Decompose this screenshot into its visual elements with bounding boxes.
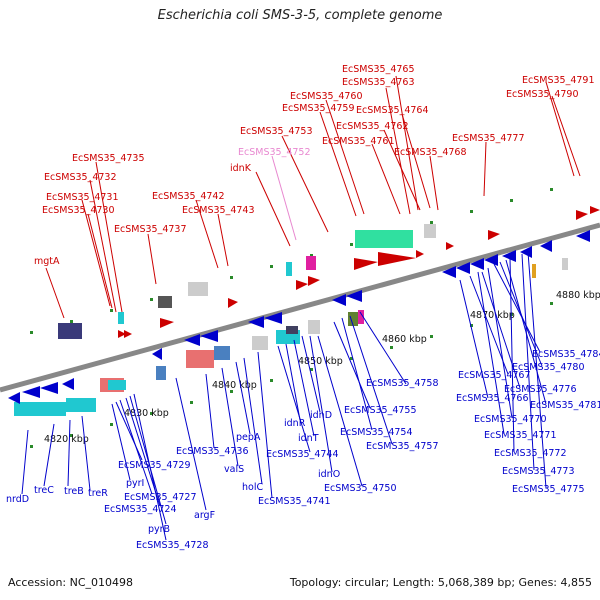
gene-label: idnD (310, 410, 332, 421)
gene-label: treR (88, 488, 108, 499)
gene-label: EcSMS35_4753 (240, 126, 313, 137)
gene-label: EcSMS35_4758 (366, 378, 439, 389)
gene-label: holC (242, 482, 263, 493)
gene-label: EcSMS35_4770 (474, 414, 547, 425)
gene-label: EcSMS35_4762 (336, 121, 409, 132)
gene-label: EcSMS35_4741 (258, 496, 331, 507)
gene-label: EcSMS35_4736 (176, 446, 249, 457)
gene-label: EcSMS35_4724 (104, 504, 177, 515)
accession-text: Accession: NC_010498 (8, 576, 134, 589)
gene-label: EcSMS35_4737 (114, 224, 187, 235)
genome-backbone (0, 222, 600, 393)
gene-label: EcSMS35_4766 (456, 393, 529, 404)
gene-label: EcSMS35_4743 (182, 205, 255, 216)
map-title: Escherichia coli SMS-3-5, complete genom… (157, 8, 443, 23)
leader-lines (21, 75, 581, 541)
gene-label: EcSMS35_4728 (136, 540, 209, 551)
scale-labels: 4820 kbp 4830 kbp 4840 kbp 4850 kbp 4860… (44, 290, 600, 445)
scale-label-4820: 4820 kbp (44, 434, 89, 445)
forward-features (58, 206, 600, 339)
reverse-gene-labels: EcSMS35_4784 EcSMS35_4780 EcSMS35_4758 E… (6, 349, 600, 551)
scale-label-4840: 4840 kbp (212, 380, 257, 391)
gene-label: EcSMS35_4761 (322, 136, 395, 147)
gene-label: EcSMS35_4732 (44, 172, 117, 183)
gene-label: EcSMS35_4727 (124, 492, 197, 503)
gene-label: argF (194, 510, 215, 521)
gene-label: EcSMS35_4744 (266, 449, 339, 460)
gene-label: EcSMS35_4760 (290, 91, 363, 102)
track-ticks (30, 188, 553, 448)
gene-label: idnK (230, 163, 252, 174)
gene-label: mgtA (34, 256, 60, 267)
gene-label: EcSMS35_4773 (502, 466, 575, 477)
gene-label: EcSMS35_4730 (42, 205, 115, 216)
gene-label: treB (64, 486, 84, 497)
gene-label: EcSMS35_4755 (344, 405, 417, 416)
reverse-features (8, 230, 590, 416)
gene-label: EcSMS35_4754 (340, 427, 413, 438)
gene-label: pyrB (148, 524, 170, 535)
gene-label: idnR (284, 418, 306, 429)
gene-label: EcSMS35_4757 (366, 441, 439, 452)
gene-label: valS (224, 464, 244, 475)
scale-label-4860: 4860 kbp (382, 334, 427, 345)
scale-label-4830: 4830 kbp (124, 408, 169, 419)
scale-label-4880: 4880 kbp (556, 290, 600, 301)
gene-label: EcSMS35_4791 (522, 75, 595, 86)
gene-label: EcSMS35_4768 (394, 147, 467, 158)
gene-label: treC (34, 485, 54, 496)
gene-label: EcSMS35_4775 (512, 484, 585, 495)
gene-label: pepA (236, 432, 261, 443)
gene-label: EcSMS35_4790 (506, 89, 579, 100)
forward-gene-labels: EcSMS35_4765 EcSMS35_4763 EcSMS35_4791 E… (34, 64, 595, 267)
gene-label: EcSMS35_4759 (282, 103, 355, 114)
gene-label: nrdD (6, 494, 29, 505)
gene-label: EcSMS35_4784 (532, 349, 600, 360)
gene-label: EcSMS35_4777 (452, 133, 525, 144)
gene-label: EcSMS35_4781 (530, 400, 600, 411)
gene-label: EcSMS35_4731 (46, 192, 119, 203)
scale-label-4870: 4870 kbp (470, 310, 515, 321)
gene-label: EcSMS35_4735 (72, 153, 145, 164)
gene-label: EcSMS35_4763 (342, 77, 415, 88)
gene-label: EcSMS35_4742 (152, 191, 225, 202)
gene-label: EcSMS35_4750 (324, 483, 397, 494)
scale-label-4850: 4850 kbp (298, 356, 343, 367)
gene-label: EcSMS35_4771 (484, 430, 557, 441)
gene-label highlight: EcSMS35_4752 (238, 147, 311, 158)
gene-label: EcSMS35_4776 (504, 384, 577, 395)
topology-text: Topology: circular; Length: 5,068,389 bp… (289, 576, 592, 589)
gene-label: EcSMS35_4767 (458, 370, 531, 381)
gene-label: EcSMS35_4764 (356, 105, 429, 116)
gene-label: EcSMS35_4765 (342, 64, 415, 75)
gene-label: pyrI (126, 478, 144, 489)
gene-label: idnO (318, 469, 340, 480)
gene-label: EcSMS35_4772 (494, 448, 567, 459)
gene-label: EcSMS35_4729 (118, 460, 191, 471)
gene-label: EcSMS35_4780 (512, 362, 585, 373)
gene-label: idnT (298, 433, 319, 444)
